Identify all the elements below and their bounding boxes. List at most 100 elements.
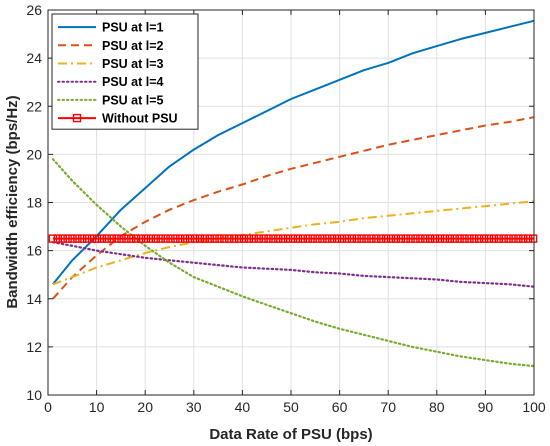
legend-label: PSU at l=5 xyxy=(102,93,164,107)
y-tick-label: 22 xyxy=(26,98,42,114)
series-marker xyxy=(313,234,322,243)
series-marker xyxy=(328,234,337,243)
series-marker xyxy=(528,234,538,243)
series-marker xyxy=(264,234,273,243)
series-marker xyxy=(298,234,307,243)
y-tick-label: 10 xyxy=(26,387,42,403)
series-marker xyxy=(141,234,151,243)
series-line-psu-at-l-5 xyxy=(51,158,536,368)
series-marker xyxy=(127,234,136,243)
series-marker xyxy=(494,234,503,243)
series-marker xyxy=(48,234,58,243)
series-marker xyxy=(283,234,293,243)
legend-item: PSU at l=1 xyxy=(58,21,164,35)
series-marker xyxy=(151,234,161,243)
series-marker xyxy=(63,234,72,243)
series-marker xyxy=(440,234,450,243)
x-tick-label: 50 xyxy=(283,399,299,415)
series-marker xyxy=(406,234,415,243)
series-marker xyxy=(514,234,523,243)
y-tick-label: 24 xyxy=(26,50,42,66)
series-marker xyxy=(117,234,126,243)
series-marker xyxy=(220,234,229,243)
y-tick-label: 18 xyxy=(26,195,42,211)
series-marker xyxy=(234,234,244,243)
x-tick-label: 10 xyxy=(89,399,105,415)
series-marker xyxy=(519,234,528,243)
series-marker xyxy=(357,234,366,243)
series-marker xyxy=(347,234,356,243)
legend-item: PSU at l=2 xyxy=(58,39,164,53)
legend-item: PSU at l=4 xyxy=(57,75,164,89)
series-marker xyxy=(180,234,190,243)
series-marker xyxy=(293,234,303,243)
series-marker xyxy=(465,234,474,243)
series-marker xyxy=(92,234,102,243)
legend-label: PSU at l=2 xyxy=(102,39,164,53)
series-line-psu-at-l-2 xyxy=(52,116,535,300)
series-without-psu xyxy=(48,234,538,243)
series-marker xyxy=(239,234,249,243)
series-marker xyxy=(426,234,435,243)
series-marker xyxy=(107,234,116,243)
series-marker xyxy=(269,234,278,243)
y-tick-label: 14 xyxy=(26,291,42,307)
series-marker xyxy=(445,234,454,243)
series-marker xyxy=(210,234,219,243)
x-tick-label: 60 xyxy=(332,399,348,415)
series-marker xyxy=(475,234,484,243)
series-marker xyxy=(254,234,263,243)
series-marker xyxy=(215,234,224,243)
series-marker xyxy=(156,234,165,243)
series-marker xyxy=(352,234,361,243)
series-marker xyxy=(396,234,405,243)
y-axis-label: Bandwidth efficiency (bps/Hz) xyxy=(4,95,21,308)
series-marker xyxy=(225,234,234,243)
series-marker xyxy=(435,234,445,243)
series-marker xyxy=(279,234,288,243)
legend-item: Without PSU xyxy=(58,112,178,126)
x-tick-label: 20 xyxy=(137,399,153,415)
series-marker xyxy=(112,234,121,243)
series-line-psu-at-l-3 xyxy=(52,200,535,286)
series-marker xyxy=(87,234,97,243)
series-marker xyxy=(332,234,342,243)
series-marker xyxy=(450,234,459,243)
series-marker xyxy=(509,234,518,243)
series-marker xyxy=(161,234,170,243)
x-tick-label: 70 xyxy=(380,399,396,415)
series-marker xyxy=(455,234,464,243)
x-tick-label: 0 xyxy=(44,399,52,415)
series-marker xyxy=(470,234,479,243)
series-marker xyxy=(73,234,82,243)
series-marker xyxy=(171,234,180,243)
series-line-psu-at-l-4 xyxy=(51,241,536,288)
legend-box xyxy=(51,13,199,130)
series-marker xyxy=(97,234,107,243)
legend-marker xyxy=(72,113,82,123)
series-marker xyxy=(479,234,489,243)
series-marker xyxy=(411,234,420,243)
series-marker xyxy=(318,234,327,243)
legend: PSU at l=1 PSU at l=2 PSU at l=3 PSU at l=4… xyxy=(51,13,199,130)
series-marker xyxy=(381,234,391,243)
series-marker xyxy=(499,234,508,243)
series-marker xyxy=(401,234,410,243)
series-marker xyxy=(259,234,268,243)
series-marker xyxy=(421,234,430,243)
series-marker xyxy=(190,234,200,243)
series-marker xyxy=(122,234,131,243)
series-marker xyxy=(323,234,332,243)
series-line-psu-at-l-1 xyxy=(52,19,535,285)
legend-label: PSU at l=3 xyxy=(102,57,164,71)
series-marker xyxy=(377,234,386,243)
series-marker xyxy=(308,234,317,243)
x-tick-label: 90 xyxy=(478,399,494,415)
series-marker xyxy=(195,234,205,243)
series-marker xyxy=(205,234,214,243)
series-marker xyxy=(136,234,146,243)
series-marker xyxy=(82,234,92,243)
series-marker xyxy=(274,234,283,243)
